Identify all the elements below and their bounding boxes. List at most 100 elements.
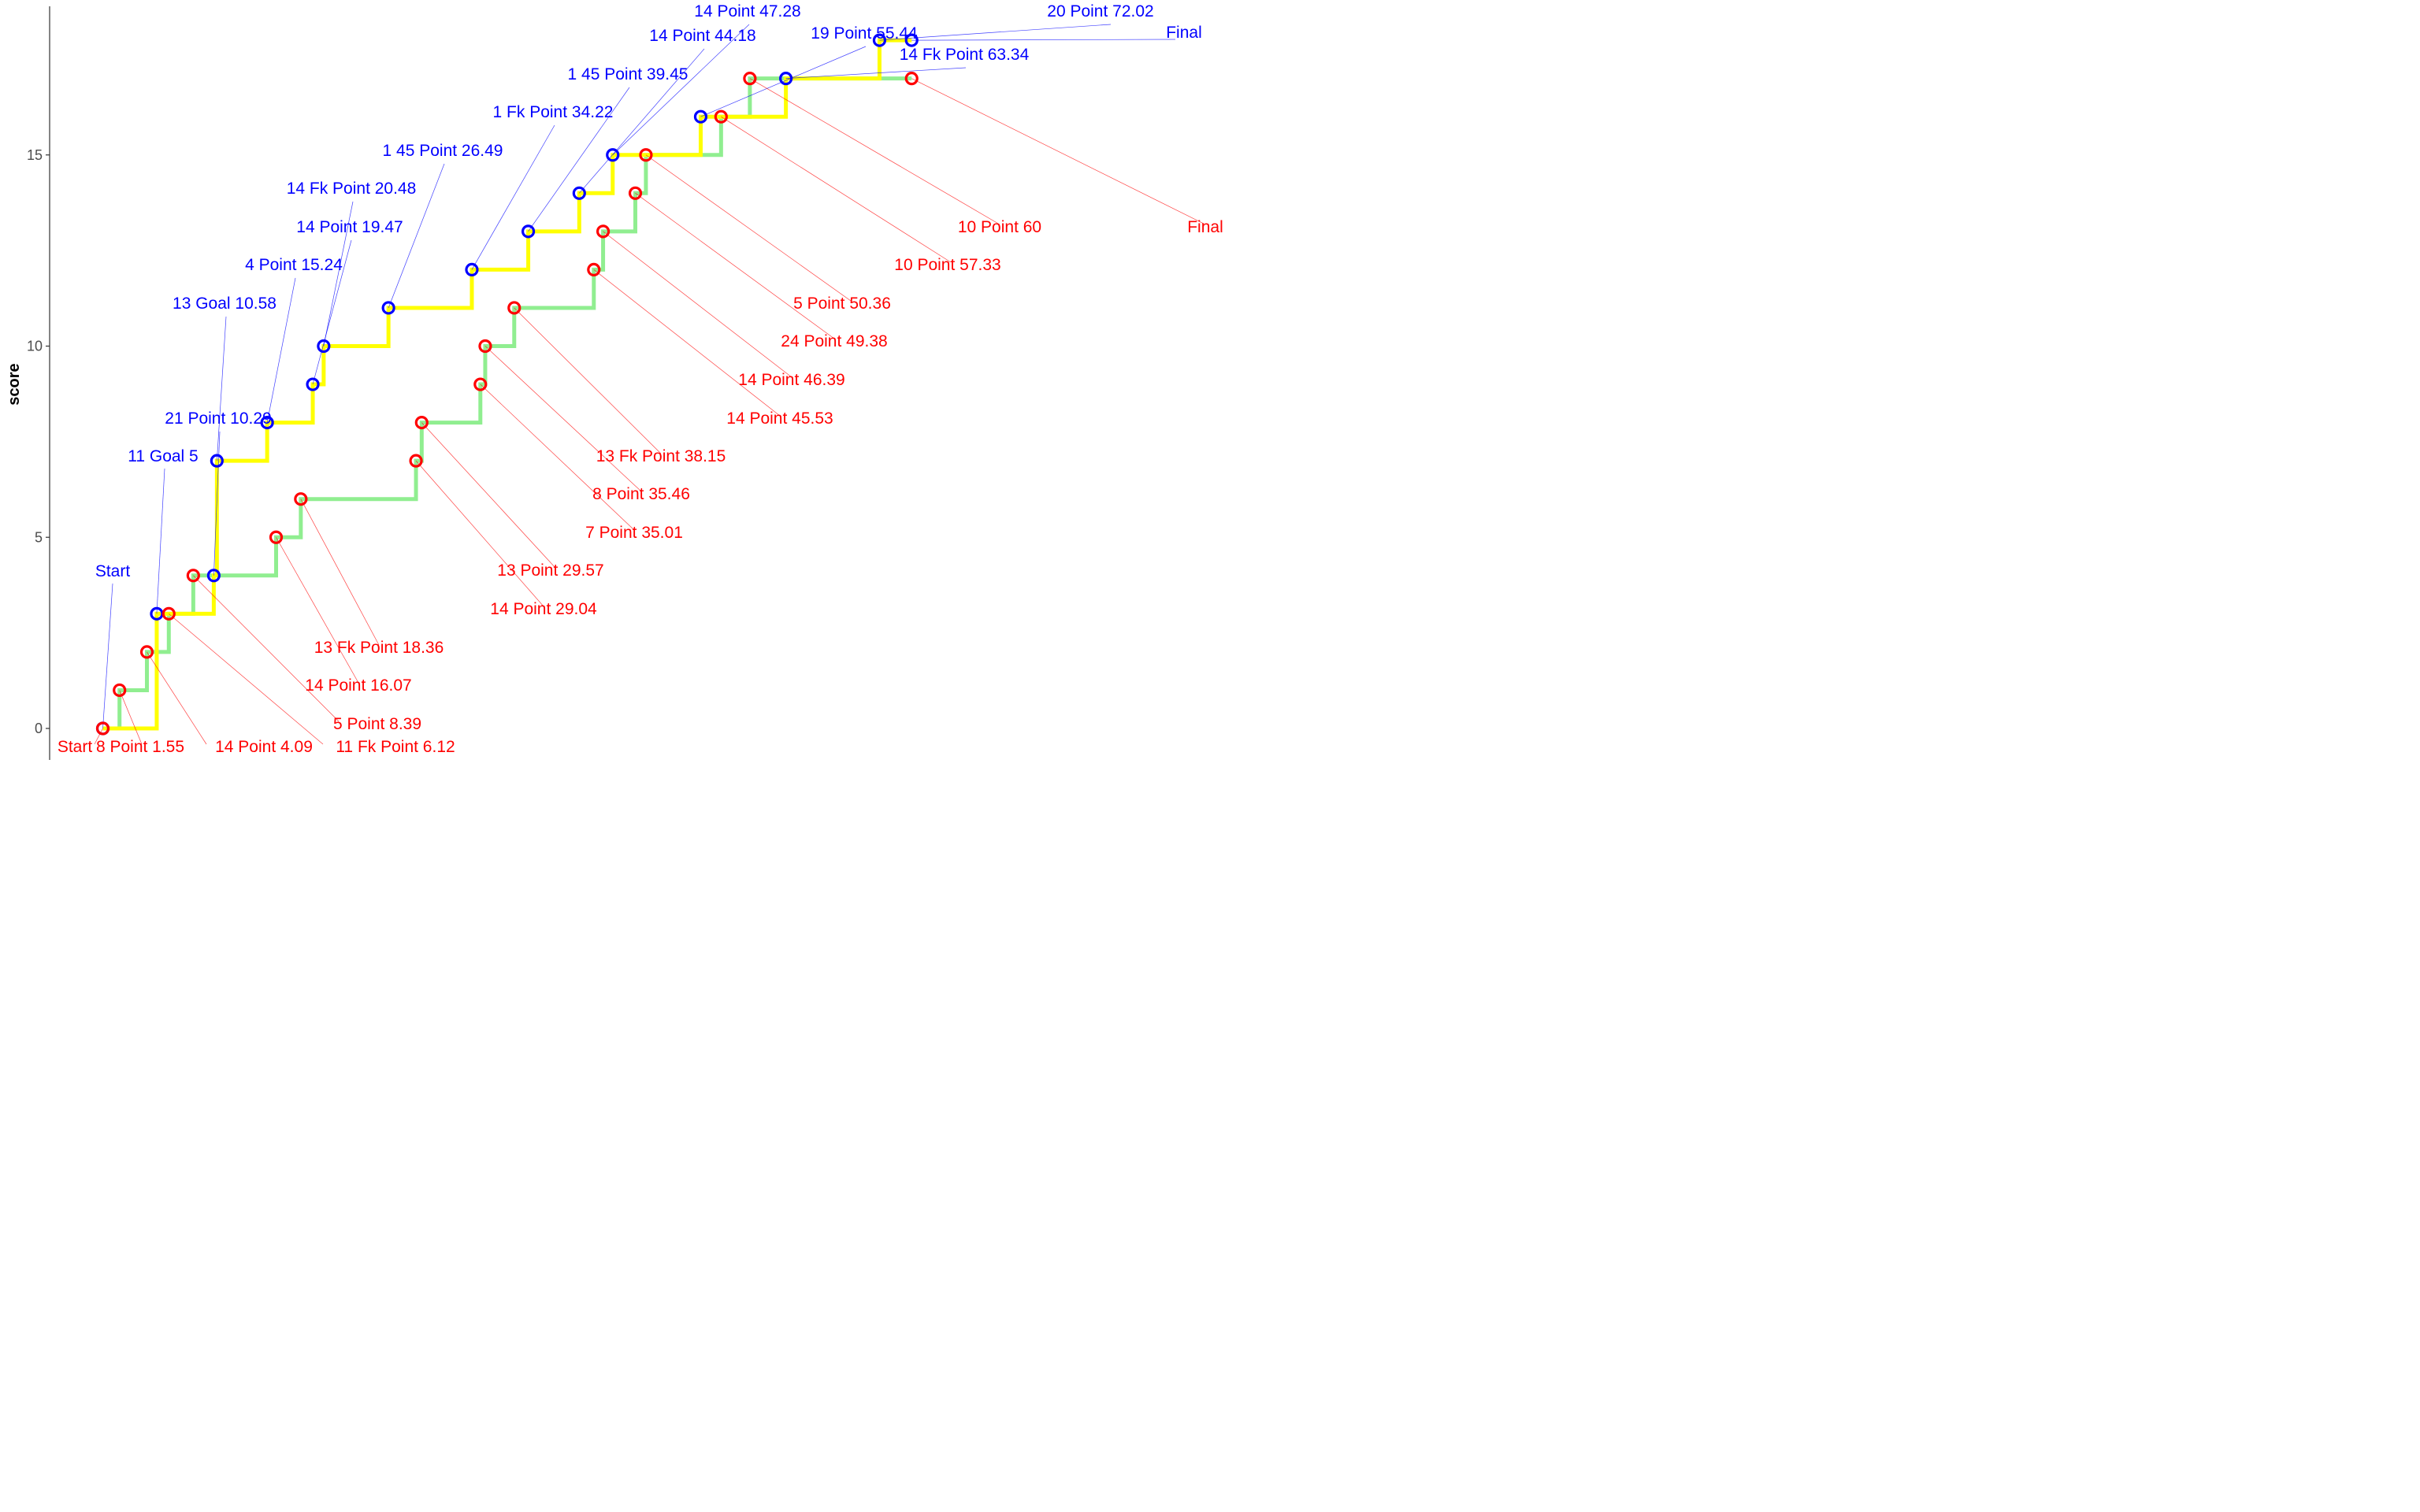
- point-label: 11 Goal 5: [128, 447, 199, 465]
- point-marker-series-2: [628, 186, 643, 200]
- label-connector: [749, 78, 1000, 225]
- label-connector: [785, 67, 967, 79]
- label-connector: [216, 316, 227, 461]
- point-marker-series-2: [587, 262, 601, 276]
- point-label: 13 Fk Point 38.15: [596, 447, 726, 465]
- point-label: 11 Fk Point 6.12: [336, 738, 455, 756]
- point-marker-series-2: [473, 377, 488, 391]
- y-axis-label: score: [6, 363, 23, 405]
- point-marker-series-2: [139, 645, 154, 659]
- label-connector: [156, 468, 165, 614]
- point-label: Start: [58, 738, 93, 756]
- label-connector: [579, 48, 705, 194]
- point-marker-series-1: [317, 339, 331, 354]
- point-label: Start: [95, 562, 131, 580]
- label-connector: [528, 87, 630, 232]
- point-marker-series-2: [743, 72, 757, 86]
- label-connector: [415, 460, 544, 607]
- point-marker-series-1: [872, 33, 887, 47]
- point-markers: [95, 33, 919, 736]
- label-connector: [471, 124, 555, 270]
- point-label: Final: [1187, 218, 1223, 236]
- label-connector: [593, 269, 781, 417]
- y-tick-label: 5: [35, 529, 43, 545]
- label-connector: [102, 583, 113, 729]
- point-marker-series-2: [95, 721, 110, 736]
- label-connector: [312, 239, 352, 385]
- point-label: 1 45 Point 39.45: [568, 65, 689, 83]
- point-label: 5 Point 8.39: [333, 715, 421, 733]
- point-label: 13 Point 29.57: [497, 561, 603, 580]
- label-connector: [645, 154, 852, 302]
- point-marker-series-2: [269, 530, 284, 544]
- label-connector: [421, 422, 556, 569]
- label-connector: [94, 728, 103, 745]
- score-step-chart: score 0 5 10 15 Start 11 Goal 5 21 Point 10.2…: [6, 2, 1223, 760]
- y-tick-label: 0: [35, 721, 43, 736]
- label-connector: [700, 46, 867, 117]
- point-marker-series-1: [904, 33, 919, 47]
- point-label: 14 Point 16.07: [305, 676, 411, 695]
- point-marker-series-1: [572, 186, 586, 200]
- point-label: 7 Point 35.01: [585, 524, 683, 542]
- y-tick-label: 15: [27, 147, 43, 163]
- label-connector: [612, 24, 750, 156]
- label-connector: [480, 384, 635, 531]
- point-label: 14 Point 47.28: [694, 2, 800, 20]
- point-label: 21 Point 10.29: [165, 410, 271, 428]
- label-connector: [147, 651, 207, 745]
- label-connector: [266, 277, 296, 423]
- label-connector: [514, 307, 662, 454]
- point-marker-series-1: [210, 454, 224, 468]
- point-marker-series-1: [260, 415, 274, 430]
- point-marker-series-2: [409, 454, 423, 468]
- point-marker-series-2: [161, 606, 176, 621]
- label-connector: [119, 690, 143, 745]
- point-label: 14 Point 4.09: [215, 738, 313, 756]
- point-marker-series-2: [478, 339, 492, 354]
- point-marker-series-1: [465, 262, 479, 276]
- point-label: 14 Fk Point 63.34: [900, 46, 1030, 64]
- point-label: 13 Goal 10.58: [173, 295, 277, 313]
- point-label: 1 45 Point 26.49: [383, 142, 503, 160]
- step-line-series-2: [102, 76, 912, 731]
- label-connector: [879, 24, 1112, 41]
- point-marker-series-2: [113, 683, 127, 698]
- point-marker-series-1: [306, 377, 320, 391]
- label-connector: [323, 201, 354, 346]
- point-marker-series-2: [294, 492, 308, 506]
- label-connector: [911, 39, 1176, 41]
- point-marker-series-2: [904, 72, 919, 86]
- point-label: 14 Fk Point 20.48: [287, 180, 417, 198]
- point-label: Final: [1166, 24, 1202, 42]
- label-connector: [193, 575, 340, 722]
- point-label: 14 Point 44.18: [649, 27, 755, 45]
- label-connectors: [94, 24, 1206, 745]
- label-connector: [635, 193, 835, 339]
- point-marker-series-1: [381, 301, 395, 315]
- point-label: 10 Point 57.33: [894, 256, 1000, 274]
- label-connector: [388, 163, 445, 309]
- point-marker-series-1: [606, 148, 620, 162]
- y-ticks: 0 5 10 15: [27, 147, 50, 736]
- point-marker-series-1: [521, 224, 536, 239]
- point-label: 13 Fk Point 18.36: [314, 639, 444, 657]
- y-tick-label: 10: [27, 339, 43, 354]
- point-marker-series-1: [206, 569, 221, 583]
- label-connector: [911, 78, 1206, 225]
- point-label: 14 Point 45.53: [726, 410, 833, 428]
- point-marker-series-2: [414, 415, 429, 430]
- point-label: 5 Point 50.36: [793, 295, 891, 313]
- label-connector: [300, 498, 380, 646]
- point-label: 24 Point 49.38: [781, 332, 887, 350]
- point-marker-series-2: [596, 224, 611, 239]
- point-marker-series-1: [693, 109, 708, 124]
- point-label: 8 Point 35.46: [592, 485, 690, 503]
- point-marker-series-2: [714, 109, 728, 124]
- point-labels: Start 11 Goal 5 21 Point 10.29 13 Goal 10.5…: [58, 2, 1223, 756]
- point-marker-series-2: [186, 569, 200, 583]
- point-marker-series-2: [639, 148, 653, 162]
- label-connector: [484, 346, 642, 492]
- point-label: 14 Point 19.47: [296, 218, 403, 236]
- point-label: 14 Point 29.04: [490, 600, 597, 618]
